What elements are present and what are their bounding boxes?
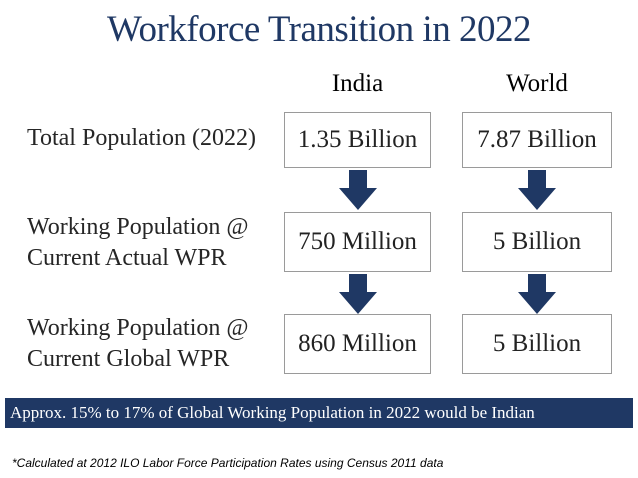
world-working-population-global-value: 5 Billion — [492, 330, 582, 357]
india-working-population-global-value: 860 Million — [298, 330, 417, 357]
page-title: Workforce Transition in 2022 — [107, 9, 531, 50]
world-total-population-box: 7.87 Billion — [462, 112, 612, 168]
india-working-population-actual-box: 750 Million — [284, 212, 431, 272]
india-working-population-global-box: 860 Million — [284, 314, 431, 374]
footnote: *Calculated at 2012 ILO Labor Force Part… — [12, 456, 444, 470]
down-arrow-icon — [339, 170, 377, 210]
down-arrow-icon — [518, 274, 556, 314]
row-label-line: Total Population (2022) — [27, 125, 256, 151]
column-header-world: World — [506, 70, 568, 97]
india-working-population-actual-value: 750 Million — [298, 228, 417, 255]
row-label-line: Current Global WPR — [27, 346, 230, 372]
world-working-population-actual-value: 5 Billion — [492, 228, 582, 255]
down-arrow-icon — [518, 170, 556, 210]
row-label-line: Working Population @ — [27, 315, 249, 341]
world-working-population-global-box: 5 Billion — [462, 314, 612, 374]
row-label-line: Working Population @ — [27, 214, 249, 240]
row-label-working-population-actual: Working Population @ Current Actual WPR — [27, 212, 249, 274]
row-label-total-population: Total Population (2022) — [27, 123, 256, 154]
row-label-line: Current Actual WPR — [27, 245, 227, 271]
summary-banner: Approx. 15% to 17% of Global Working Pop… — [5, 398, 633, 428]
world-total-population-value: 7.87 Billion — [477, 126, 597, 153]
india-total-population-box: 1.35 Billion — [284, 112, 431, 168]
world-working-population-actual-box: 5 Billion — [462, 212, 612, 272]
column-header-india: India — [331, 70, 384, 97]
india-total-population-value: 1.35 Billion — [297, 126, 418, 153]
row-label-working-population-global: Working Population @ Current Global WPR — [27, 313, 249, 375]
down-arrow-icon — [339, 274, 377, 314]
